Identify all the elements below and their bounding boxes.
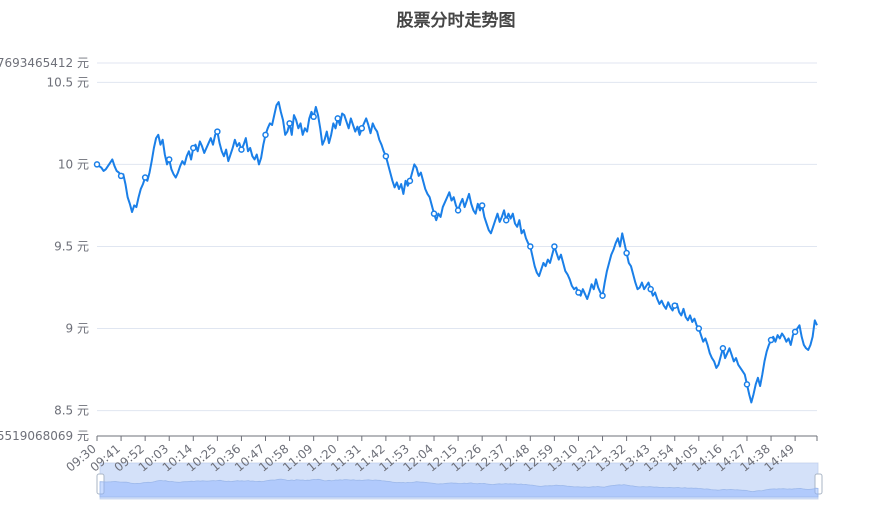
y-tick-label: 8.5 元 [54,404,89,418]
price-line [96,101,818,404]
point [406,177,414,185]
y-tick-label: 10.617693465412 元 [0,56,89,70]
point [190,144,197,152]
point [141,174,149,181]
point [791,328,799,336]
zoom-window[interactable] [100,463,818,499]
point [767,336,775,344]
y-tick-label: 9.5 元 [54,239,89,253]
point [671,302,679,309]
chart-title: 股票分时走势图 [397,10,516,31]
point [551,243,558,250]
zoom-handle[interactable] [96,473,105,495]
data-zoom[interactable] [96,462,823,500]
y-tick-label: 10 元 [58,157,89,171]
y-tick-label: 10.5 元 [46,75,89,89]
point [502,216,510,224]
point [599,292,606,299]
point [214,128,221,135]
point [647,285,654,293]
point [93,161,101,168]
point [334,115,341,122]
point [478,202,486,209]
point [382,152,390,160]
y-tick-label: 8.345519068069 元 [0,429,89,443]
point [575,289,582,296]
point [358,125,366,132]
point [743,381,751,388]
point [238,146,245,153]
point [262,131,269,139]
point [719,345,727,352]
y-tick-label: 9 元 [66,322,89,336]
point [623,249,630,257]
point [117,172,125,180]
point [286,120,293,127]
point [165,156,173,163]
zoom-track [99,462,819,500]
point [695,325,703,332]
point [527,243,534,250]
zoom-preview [99,478,819,498]
point [430,210,438,217]
point [310,113,317,121]
point [454,207,462,214]
zoom-handle[interactable] [814,473,823,495]
